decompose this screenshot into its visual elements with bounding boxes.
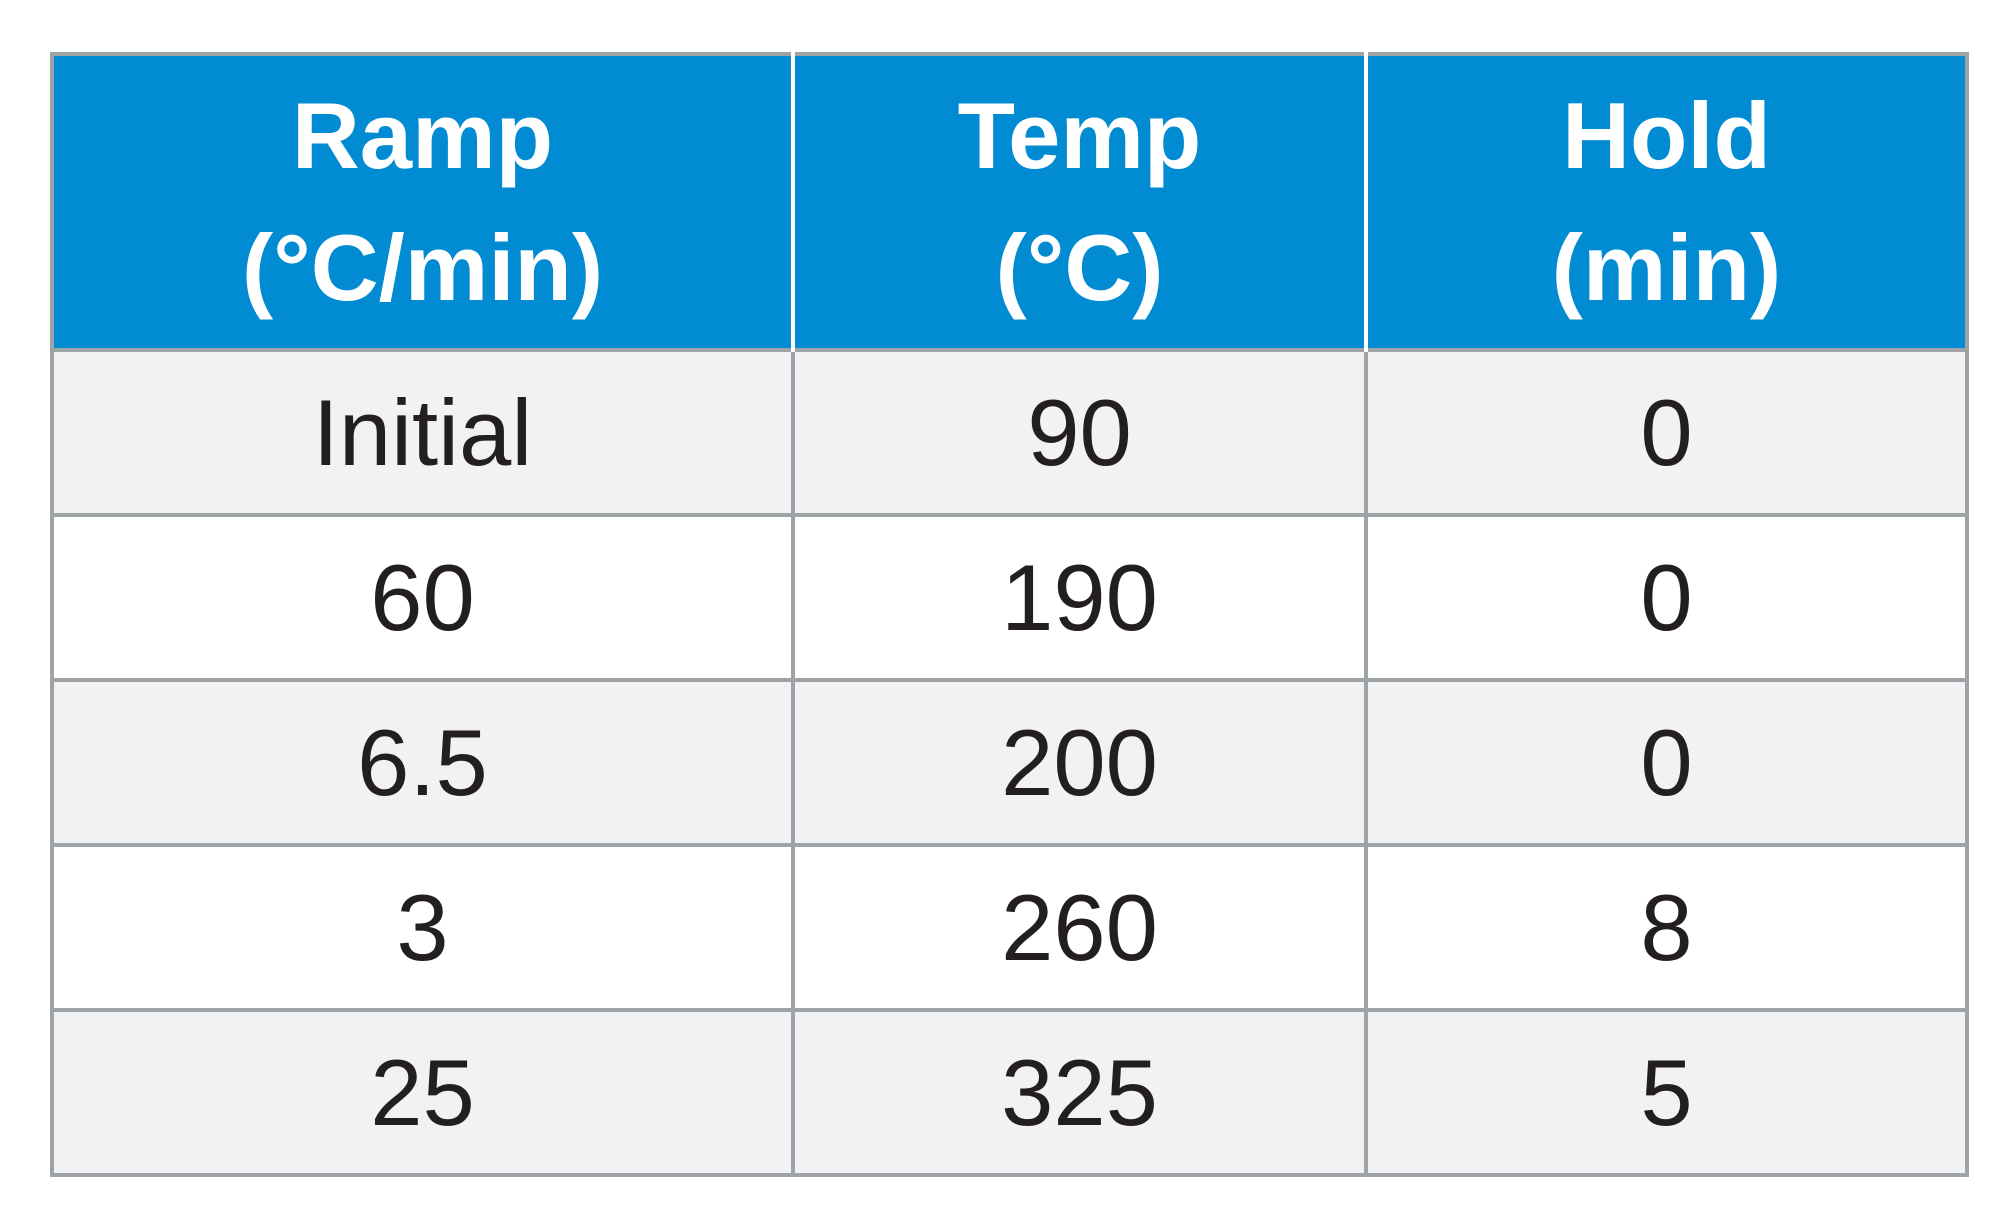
cell-hold: 0 — [1364, 348, 1969, 517]
table-row: 6.5 200 0 — [50, 678, 1969, 847]
cell-hold: 8 — [1364, 843, 1969, 1012]
header-temp: Temp (°C) — [791, 54, 1368, 350]
cell-ramp: 25 — [50, 1008, 795, 1177]
table-body: Initial 90 0 60 190 0 6.5 200 0 3 260 8 … — [50, 348, 1969, 1177]
cell-temp: 260 — [791, 843, 1368, 1012]
header-ramp: Ramp (°C/min) — [52, 54, 795, 350]
cell-ramp: 6.5 — [50, 678, 795, 847]
table-row: Initial 90 0 — [50, 348, 1969, 517]
table-header: Ramp (°C/min) Temp (°C) Hold (min) — [52, 54, 1967, 350]
header-ramp-label: Ramp — [291, 83, 554, 188]
table-row: 60 190 0 — [50, 513, 1969, 682]
header-hold: Hold (min) — [1364, 54, 1967, 350]
header-hold-label: Hold — [1562, 83, 1771, 188]
header-temp-label: Temp — [957, 83, 1202, 188]
header-hold-unit: (min) — [1551, 215, 1782, 320]
cell-ramp: 60 — [50, 513, 795, 682]
cell-ramp: Initial — [50, 348, 795, 517]
cell-temp: 90 — [791, 348, 1368, 517]
header-row: Ramp (°C/min) Temp (°C) Hold (min) — [52, 54, 1967, 350]
oven-program-table-container: Ramp (°C/min) Temp (°C) Hold (min) Initi… — [50, 52, 1969, 1177]
cell-ramp: 3 — [50, 843, 795, 1012]
cell-hold: 5 — [1364, 1008, 1969, 1177]
oven-program-table: Ramp (°C/min) Temp (°C) Hold (min) Initi… — [50, 52, 1969, 1177]
cell-hold: 0 — [1364, 513, 1969, 682]
cell-temp: 200 — [791, 678, 1368, 847]
cell-temp: 325 — [791, 1008, 1368, 1177]
header-ramp-unit: (°C/min) — [241, 215, 604, 320]
cell-temp: 190 — [791, 513, 1368, 682]
table-row: 3 260 8 — [50, 843, 1969, 1012]
header-temp-unit: (°C) — [995, 215, 1164, 320]
table-row: 25 325 5 — [50, 1008, 1969, 1177]
cell-hold: 0 — [1364, 678, 1969, 847]
